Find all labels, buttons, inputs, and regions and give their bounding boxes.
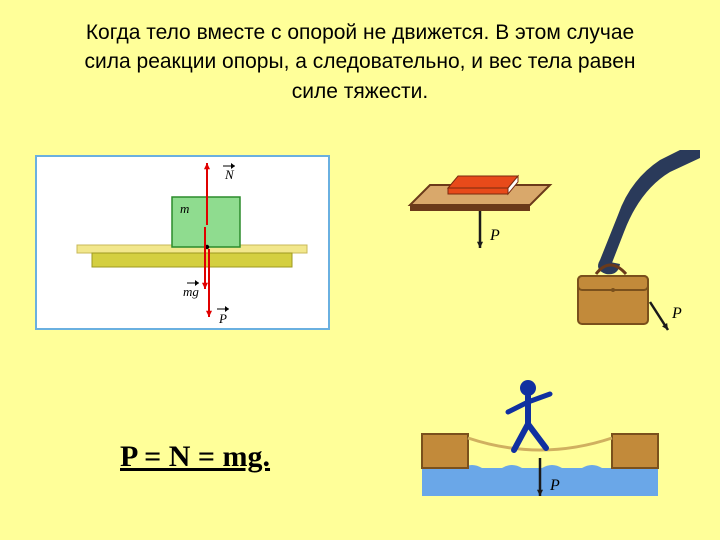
svg-text:P: P (549, 477, 560, 494)
examples-panel: P P P (400, 150, 700, 510)
svg-text:N: N (224, 167, 235, 182)
formula-text: P = N = mg. (120, 440, 270, 474)
force-diagram: m Nmg P (35, 155, 330, 330)
svg-text:P: P (218, 311, 227, 326)
svg-text:P: P (489, 227, 500, 244)
svg-text:mg: mg (183, 284, 199, 299)
svg-text:P: P (671, 305, 682, 322)
svg-text:m: m (180, 201, 189, 216)
title-text: Когда тело вместе с опорой не движется. … (0, 0, 720, 106)
